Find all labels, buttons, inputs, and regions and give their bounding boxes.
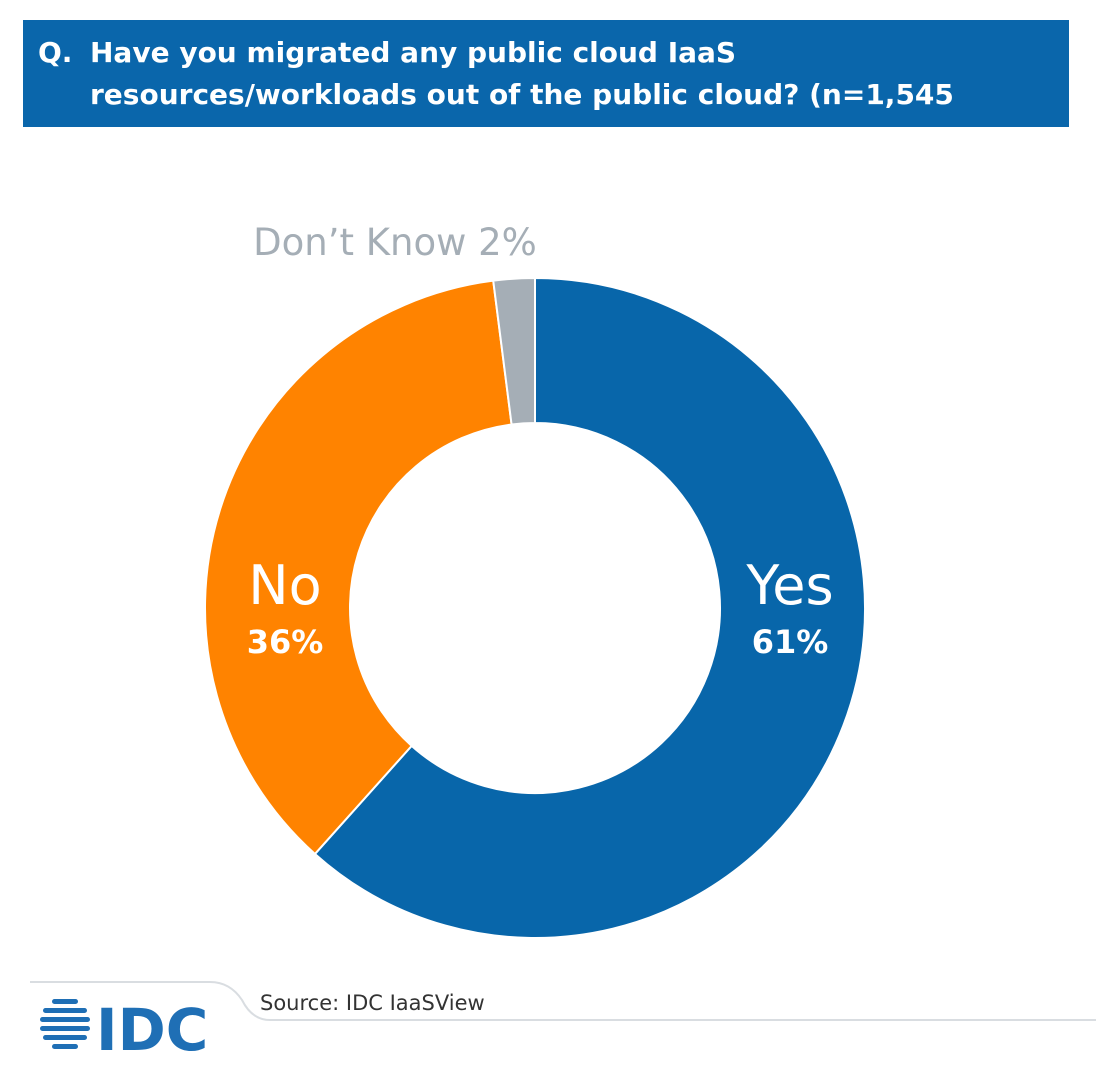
question-header: Q. Have you migrated any public cloud Iaa… <box>23 20 1069 127</box>
slice-don-t-know <box>492 276 536 426</box>
svg-text:IDC: IDC <box>96 996 208 1056</box>
label-no-name: No <box>248 554 321 617</box>
footer-divider <box>30 981 1096 1021</box>
source-note: Source: IDC IaaSView <box>260 991 485 1015</box>
question-prefix: Q. <box>38 36 73 69</box>
label-yes-name: Yes <box>745 554 833 617</box>
label-no-value: 36% <box>247 623 324 661</box>
donut-chart: Yes 61% No 36% Don’t Know 2% <box>204 221 866 939</box>
question-text-2: resources/workloads out of the public cl… <box>90 78 954 111</box>
slice-yes <box>313 276 866 939</box>
label-dont-know: Don’t Know 2% <box>253 221 537 264</box>
question-line-1: Q. Have you migrated any public cloud Iaa… <box>38 32 1051 74</box>
question-text-1: Have you migrated any public cloud IaaS <box>90 36 737 69</box>
slice-no <box>204 279 513 856</box>
idc-logo-icon: IDC <box>40 996 208 1056</box>
label-yes-value: 61% <box>752 623 829 661</box>
